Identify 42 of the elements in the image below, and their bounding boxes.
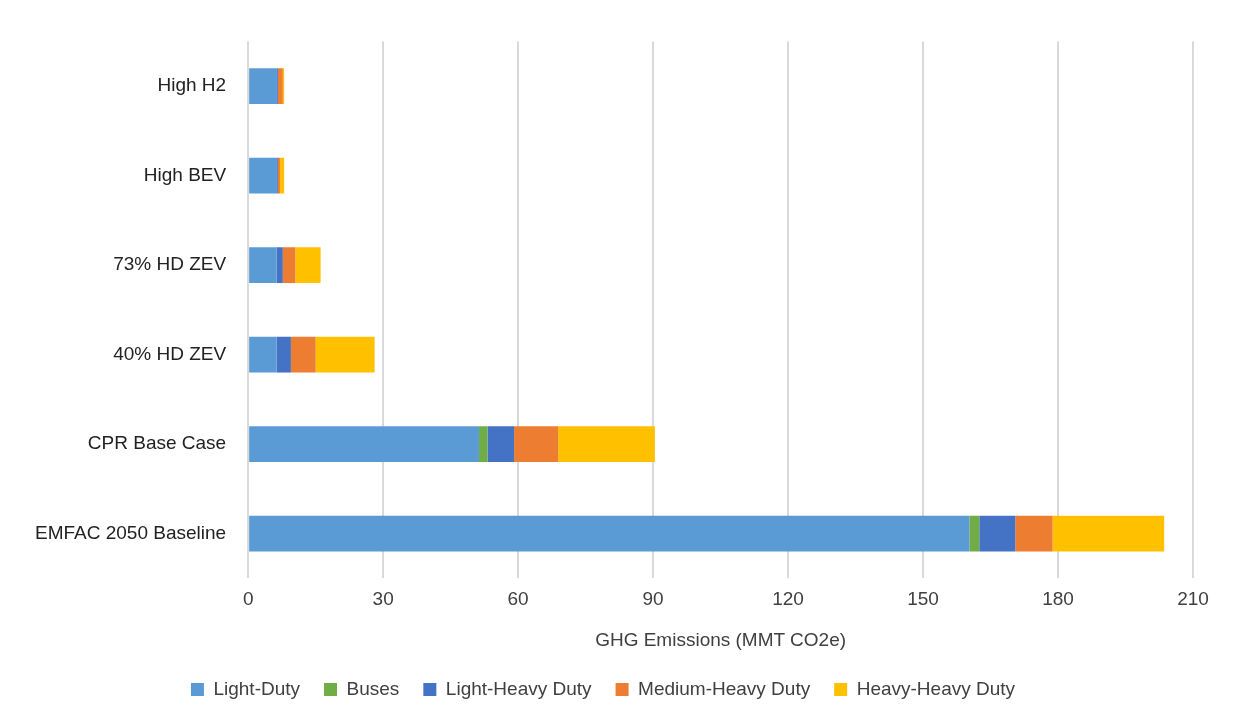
y-tick-label: 40% HD ZEV — [113, 342, 227, 364]
legend-label: Light-Duty — [213, 677, 301, 699]
x-tick-label: 120 — [772, 588, 804, 610]
x-tick-label: 180 — [1042, 588, 1074, 610]
bar — [249, 68, 277, 105]
bar — [558, 426, 655, 463]
x-axis-title: GHG Emissions (MMT CO2e) — [595, 628, 847, 650]
bar — [280, 157, 285, 194]
bar — [1052, 515, 1165, 552]
y-tick-label: EMFAC 2050 Baseline — [34, 521, 227, 543]
x-tick-label: 150 — [907, 588, 939, 610]
bar — [249, 336, 277, 373]
bar — [295, 247, 321, 284]
x-tick-label: 0 — [242, 588, 254, 610]
y-tick-label: 73% HD ZEV — [113, 253, 227, 275]
x-tick-label: 60 — [507, 588, 529, 610]
y-tick-label: High H2 — [157, 74, 227, 96]
bar — [478, 426, 488, 463]
bar — [315, 336, 375, 373]
bar — [282, 247, 296, 284]
bar — [249, 247, 277, 284]
bar — [290, 336, 316, 373]
bar — [249, 157, 277, 194]
bar — [1015, 515, 1053, 552]
x-tick-label: 30 — [372, 588, 394, 610]
bar — [514, 426, 559, 463]
y-tick-label: CPR Base Case — [87, 432, 227, 454]
bar — [969, 515, 980, 552]
bar — [249, 426, 479, 463]
bar — [277, 68, 283, 105]
legend-label: Medium-Heavy Duty — [638, 677, 811, 699]
legend-label: Light-Heavy Duty — [445, 677, 593, 699]
bar — [249, 515, 970, 552]
bar — [487, 426, 515, 463]
bar — [276, 247, 283, 284]
y-tick-label: High BEV — [143, 163, 227, 185]
x-tick-label: 210 — [1177, 588, 1209, 610]
bar — [276, 336, 291, 373]
legend-label: Buses — [346, 677, 400, 699]
legend-label: Heavy-Heavy Duty — [856, 677, 1016, 699]
x-tick-label: 90 — [642, 588, 664, 610]
bar — [979, 515, 1016, 552]
